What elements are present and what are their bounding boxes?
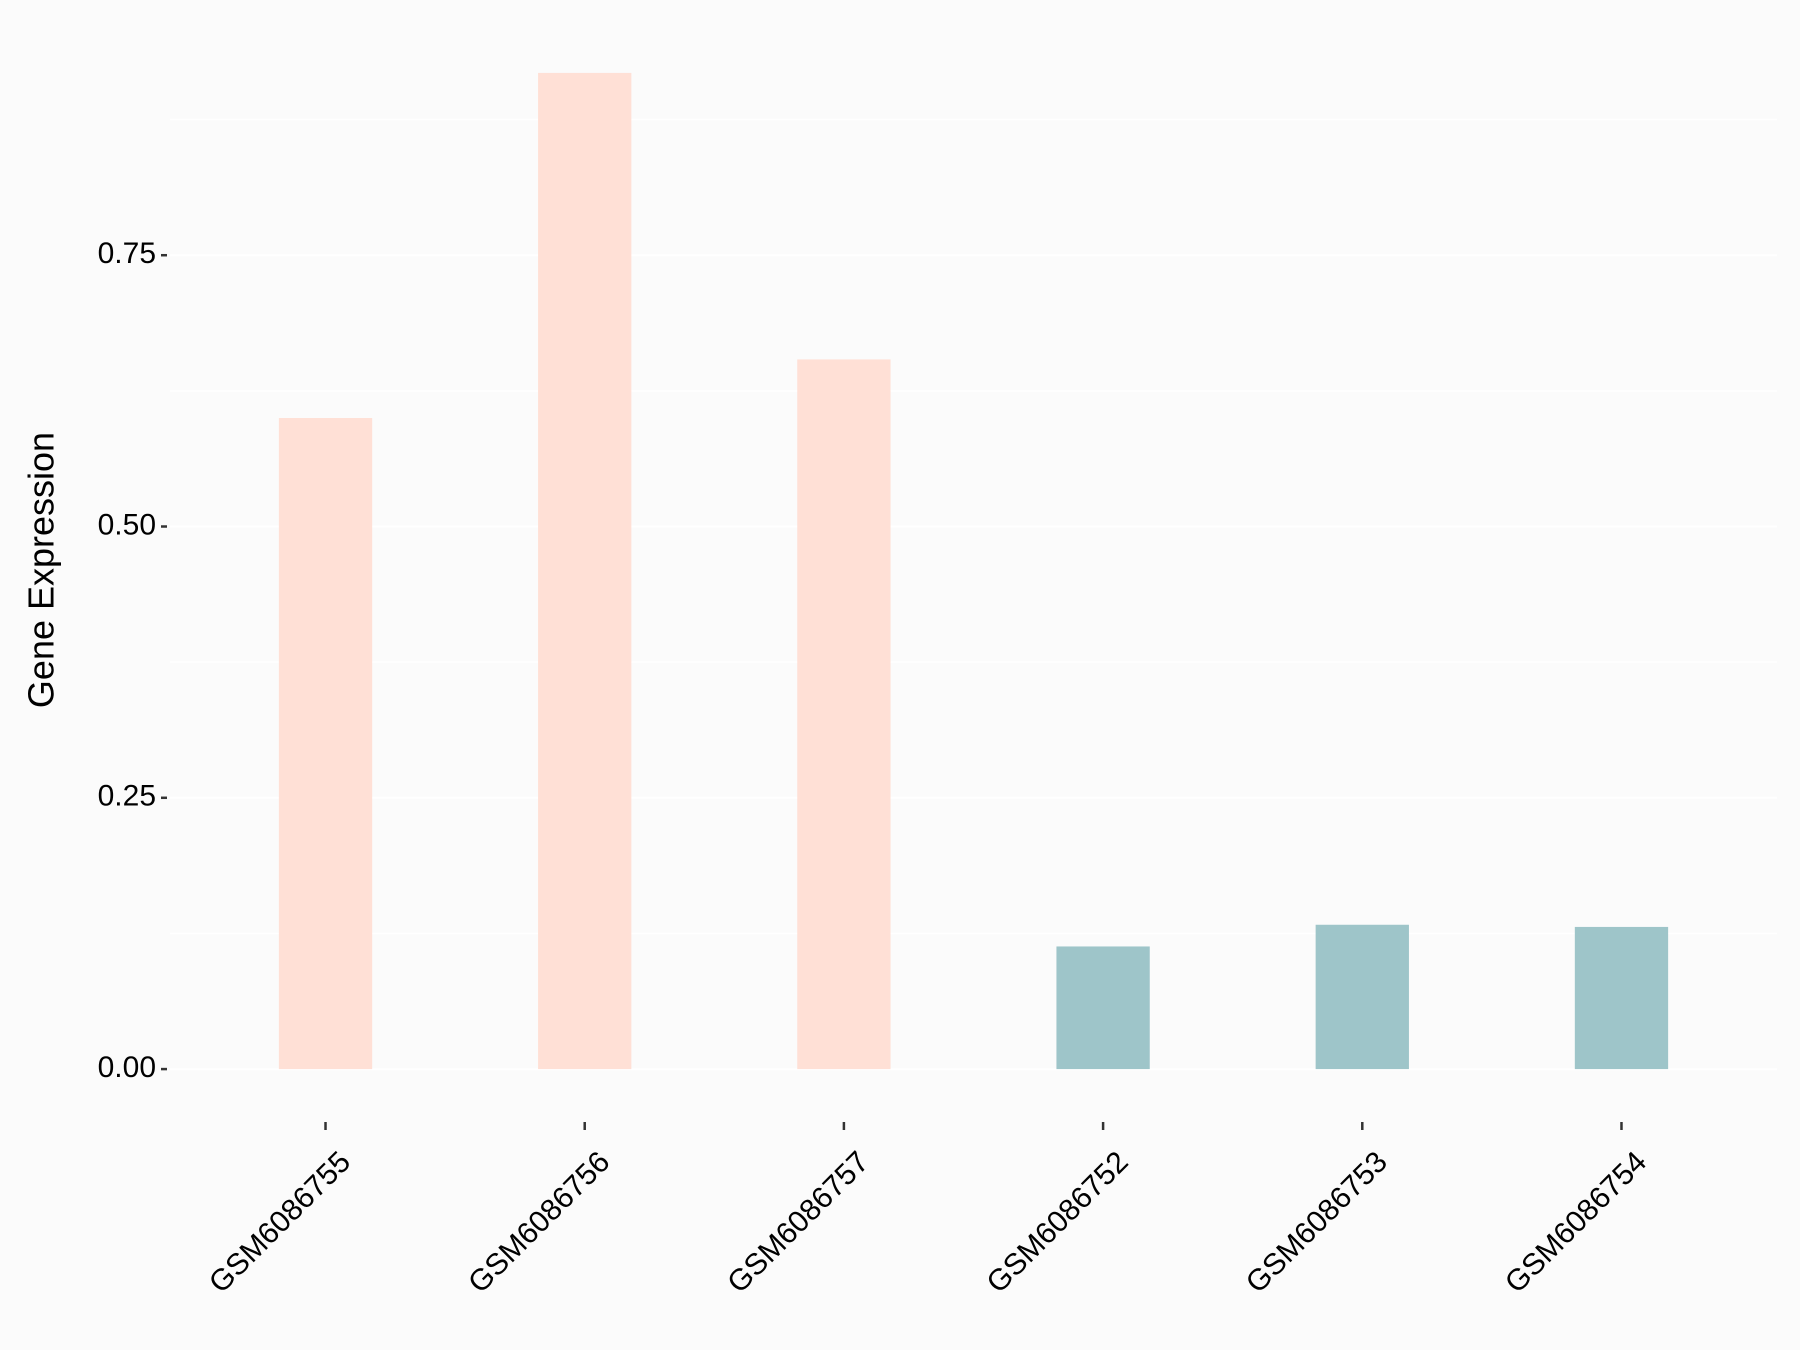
bar xyxy=(1315,924,1409,1070)
y-tick-label: 0.75 xyxy=(98,237,156,270)
bar xyxy=(278,417,373,1070)
bar xyxy=(1056,946,1150,1070)
bar xyxy=(797,359,891,1070)
y-tick-label: 0.50 xyxy=(98,508,156,541)
bar xyxy=(538,72,632,1070)
y-tick-label: 0.00 xyxy=(98,1051,156,1084)
y-tick-label: 0.25 xyxy=(98,780,156,813)
bar xyxy=(1574,926,1669,1070)
y-axis-title: Gene Expression xyxy=(21,432,62,708)
